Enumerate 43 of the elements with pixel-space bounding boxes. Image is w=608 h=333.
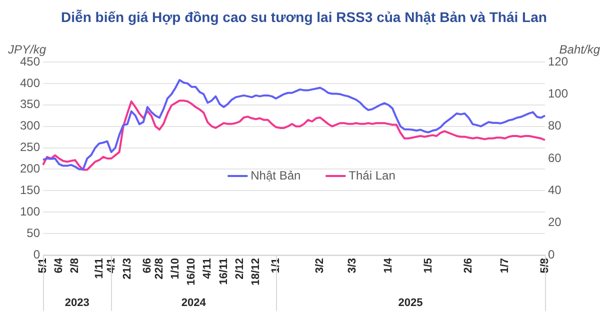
y-tick-label: 350 [20,97,40,112]
y2-tick-label: 40 [548,182,562,197]
y-tick-label: 250 [20,140,40,154]
y-axis-title: JPY/kg [7,42,46,56]
x-tick-label: 21/3 [121,258,134,280]
x-tick-label: 2/12 [234,258,246,280]
y-tick-label: 300 [20,118,40,133]
x-tick-label: 4/11 [202,258,214,279]
y-tick-label: 150 [20,182,40,197]
y2-tick-label: 120 [548,54,568,68]
y-tick-label: 0 [33,247,40,262]
x-tick-label: 6/6 [141,258,154,274]
y-tick-label: 100 [20,204,40,218]
y2-axis-title: Baht/kg [559,42,600,56]
x-tick-label: 22/8 [153,258,166,280]
y-tick-label: 400 [20,76,40,90]
x-tick-label: 1/11 [93,258,106,279]
x-tick-label: 2/8 [69,258,82,274]
legend-label: Thái Lan [348,168,396,182]
y2-tick-label: 60 [548,150,562,165]
x-tick-label: 1/4 [382,257,394,274]
x-tick-label: 1/10 [170,258,182,280]
x-tick-label: 3/2 [314,258,326,274]
y-tick-label: 450 [20,54,40,68]
text: 2023 [64,297,90,310]
chart-title: Diễn biến giá Hợp đồng cao su tương lai RSS3 của Nhật Bản và Thái Lan [61,8,547,25]
y-tick-label: 200 [20,162,40,176]
y2-tick-label: 80 [548,118,562,133]
x-tick-label: 16/10 [186,258,198,286]
text: 2025 [398,297,423,310]
text: 2024 [181,297,207,310]
y2-tick-label: 20 [548,215,562,230]
y2-tick-label: 0 [548,247,555,262]
legend-label: Nhật Bản [250,168,301,182]
x-tick-label: 16/11 [218,258,230,285]
x-tick-label: 6/4 [53,257,66,274]
x-tick-label: 1/5 [422,258,435,274]
y2-tick-label: 100 [548,86,568,100]
y-tick-label: 50 [26,226,40,240]
x-tick-label: 18/12 [250,258,262,286]
x-tick-label: 3/3 [346,258,358,274]
x-tick-label: 1/7 [498,258,511,274]
x-tick-label: 2/6 [462,258,475,274]
